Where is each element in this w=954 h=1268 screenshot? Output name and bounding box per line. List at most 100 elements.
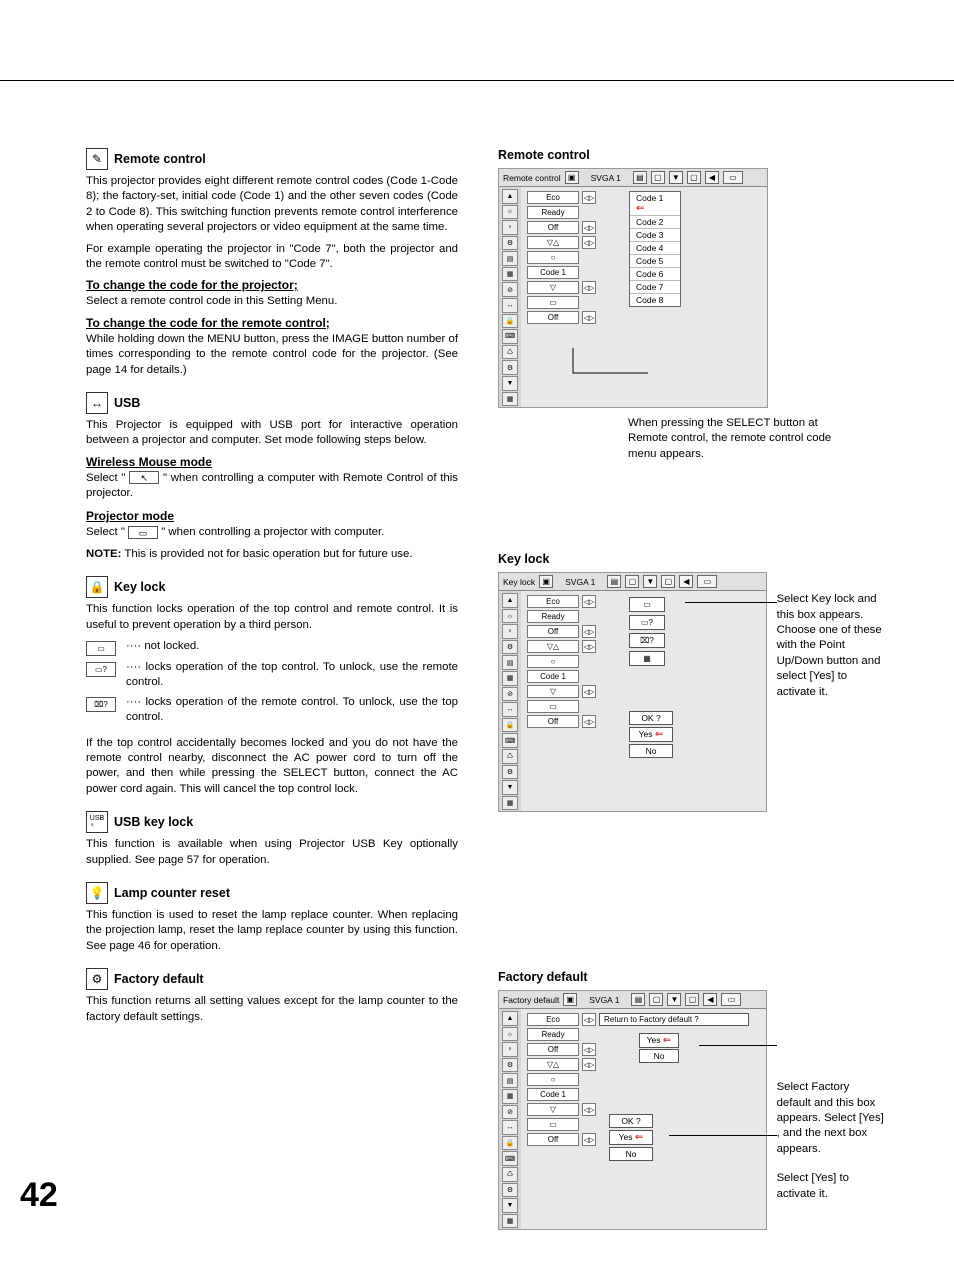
factory-capture-block: Factory default Factory default ▣ SVGA 1… xyxy=(498,970,886,1238)
adj-icon: ◁▷ xyxy=(582,191,596,204)
strip-cell: ⚙ xyxy=(502,1058,518,1073)
keylock-opt1: ▭ ···· not locked. xyxy=(86,639,458,656)
factory-confirm: OK ? Yes ⇐ No xyxy=(609,1114,653,1161)
remote-capture-block: Remote control Remote control ▣ SVGA 1 ▤… xyxy=(498,148,886,462)
strip-cell: ▤ xyxy=(502,251,518,266)
yes-label: Yes xyxy=(639,729,653,739)
svga-label: SVGA 1 xyxy=(557,577,603,587)
m-row: Ready xyxy=(527,1028,579,1041)
strip-cell: ↔ xyxy=(502,1120,518,1135)
m-row: Off xyxy=(527,1043,579,1056)
usb-p2: Select " ↖ " when controlling a computer… xyxy=(86,471,458,502)
kl-opt: ▭ xyxy=(629,597,665,612)
strip-cell: ▲ xyxy=(502,189,518,204)
keylock-callout: Select Key lock and this box appears. Ch… xyxy=(777,592,886,700)
m-row: Eco xyxy=(527,1013,579,1026)
usb-p3-post: " when controlling a projector with comp… xyxy=(158,526,384,538)
m-row: Off xyxy=(527,221,579,234)
m-row: ▭ xyxy=(527,296,579,309)
keylock-i1: ···· not locked. xyxy=(126,639,199,654)
usb-icon: ↔ xyxy=(86,392,108,414)
code-item: Code 6 xyxy=(630,268,680,281)
usb-h1: Wireless Mouse mode xyxy=(86,455,458,469)
menu-strip: ▲ ☼ ♀ ⚙ ▤ ▦ ⊘ ↔ 🔒 ⌨ ♺ ⚙ ▼ ▦ xyxy=(499,187,521,407)
section-remote-control: ✎ Remote control xyxy=(86,148,458,170)
keylock-opt2: ▭? ···· locks operation of the top contr… xyxy=(86,660,458,691)
note-label: NOTE: xyxy=(86,548,121,560)
m-row: Code 1 xyxy=(527,670,579,683)
keylock-i2: ···· locks operation of the top control.… xyxy=(126,660,458,691)
tb-icon: ▣ xyxy=(539,575,553,588)
section-factory: ⚙ Factory default xyxy=(86,968,458,990)
keylock-menu: Key lock ▣ SVGA 1 ▤ ▢ ▼ ▢ ◀ ▭ ▲ ☼ xyxy=(498,572,767,812)
strip-cell: 🔒 xyxy=(502,718,518,733)
section-usbkey: USB♀ USB key lock xyxy=(86,811,458,833)
factory-menu-body: ▲ ☼ ♀ ⚙ ▤ ▦ ⊘ ↔ 🔒 ⌨ ♺ ⚙ ▼ xyxy=(499,1009,766,1229)
tb-i3: ▼ xyxy=(669,171,683,184)
m-row: ○ xyxy=(527,655,579,668)
keylock-p2: If the top control accidentally becomes … xyxy=(86,736,458,798)
m-row: ▽△ xyxy=(527,1058,579,1071)
usb-p2-pre: Select " xyxy=(86,472,129,484)
strip-cell: ☼ xyxy=(502,609,518,624)
strip-cell: ⚙ xyxy=(502,640,518,655)
lead-line xyxy=(669,1135,777,1136)
section-usb: ↔ USB xyxy=(86,392,458,414)
code-item: Code 4 xyxy=(630,242,680,255)
m-row: Off xyxy=(527,1133,579,1146)
m-row: ▭ xyxy=(527,1118,579,1131)
keylock-p1: This function locks operation of the top… xyxy=(86,602,458,633)
usbkey-p1: This function is available when using Pr… xyxy=(86,837,458,868)
lock-top-icon: ▭? xyxy=(86,662,116,677)
arrow-icon: ⇐ xyxy=(635,1132,643,1143)
strip-cell: ↔ xyxy=(502,298,518,313)
tb-icon: ▣ xyxy=(565,171,579,184)
tb-i2: ▢ xyxy=(625,575,639,588)
menu-label: Key lock xyxy=(503,577,535,587)
code-list: Code 1 ⇐ Code 2 Code 3 Code 4 Code 5 Cod… xyxy=(629,191,681,307)
section-keylock: 🔒 Key lock xyxy=(86,576,458,598)
lamp-title: Lamp counter reset xyxy=(114,886,230,900)
tb-i6: ▭ xyxy=(721,993,741,1006)
remote-h2: To change the code for the remote contro… xyxy=(86,316,458,330)
keylock-icon: 🔒 xyxy=(86,576,108,598)
adj-icon: ◁▷ xyxy=(582,1133,596,1146)
strip-cell: ⚙ xyxy=(502,765,518,780)
tb-icon: ▣ xyxy=(563,993,577,1006)
strip-cell: ⊘ xyxy=(502,687,518,702)
keylock-title: Key lock xyxy=(114,580,165,594)
code-item: Code 5 xyxy=(630,255,680,268)
notlocked-icon: ▭ xyxy=(86,641,116,656)
menu-strip: ▲ ☼ ♀ ⚙ ▤ ▦ ⊘ ↔ 🔒 ⌨ ♺ ⚙ ▼ xyxy=(499,1009,521,1229)
tb-i4: ▢ xyxy=(661,575,675,588)
adj-icon: ◁▷ xyxy=(582,1043,596,1056)
m-row: ▽△ xyxy=(527,236,579,249)
adj-icon: ◁▷ xyxy=(582,221,596,234)
no-box: No xyxy=(629,744,673,758)
yes-label: Yes xyxy=(619,1132,633,1142)
svga-label: SVGA 1 xyxy=(583,173,629,183)
remote-icon: ✎ xyxy=(86,148,108,170)
adj-icon: ◁▷ xyxy=(582,281,596,294)
strip-cell: ⚙ xyxy=(502,236,518,251)
factory-p1: This function returns all setting values… xyxy=(86,994,458,1025)
yes-box: Yes ⇐ xyxy=(639,1033,679,1048)
strip-cell: ♺ xyxy=(502,749,518,764)
keylock-opt3: ⌧? ···· locks operation of the remote co… xyxy=(86,695,458,726)
strip-cell: ⚙ xyxy=(502,360,518,375)
code-item: Code 7 xyxy=(630,281,680,294)
adj-icon: ◁▷ xyxy=(582,715,596,728)
code-item: Code 1 ⇐ xyxy=(630,192,680,216)
m-row: Ready xyxy=(527,206,579,219)
factory-prompt: Return to Factory default ? xyxy=(599,1013,749,1026)
strip-cell: ▲ xyxy=(502,593,518,608)
m-row: Eco xyxy=(527,595,579,608)
factory-menu-top: Factory default ▣ SVGA 1 ▤ ▢ ▼ ▢ ◀ ▭ xyxy=(499,991,766,1009)
remote-callout: When pressing the SELECT button at Remot… xyxy=(628,416,848,462)
remote-title: Remote control xyxy=(114,152,206,166)
strip-cell: 🔒 xyxy=(502,1136,518,1151)
r-factory-title: Factory default xyxy=(498,970,886,984)
lamp-p1: This function is used to reset the lamp … xyxy=(86,908,458,954)
tb-i3: ▼ xyxy=(667,993,681,1006)
code-item: Code 3 xyxy=(630,229,680,242)
